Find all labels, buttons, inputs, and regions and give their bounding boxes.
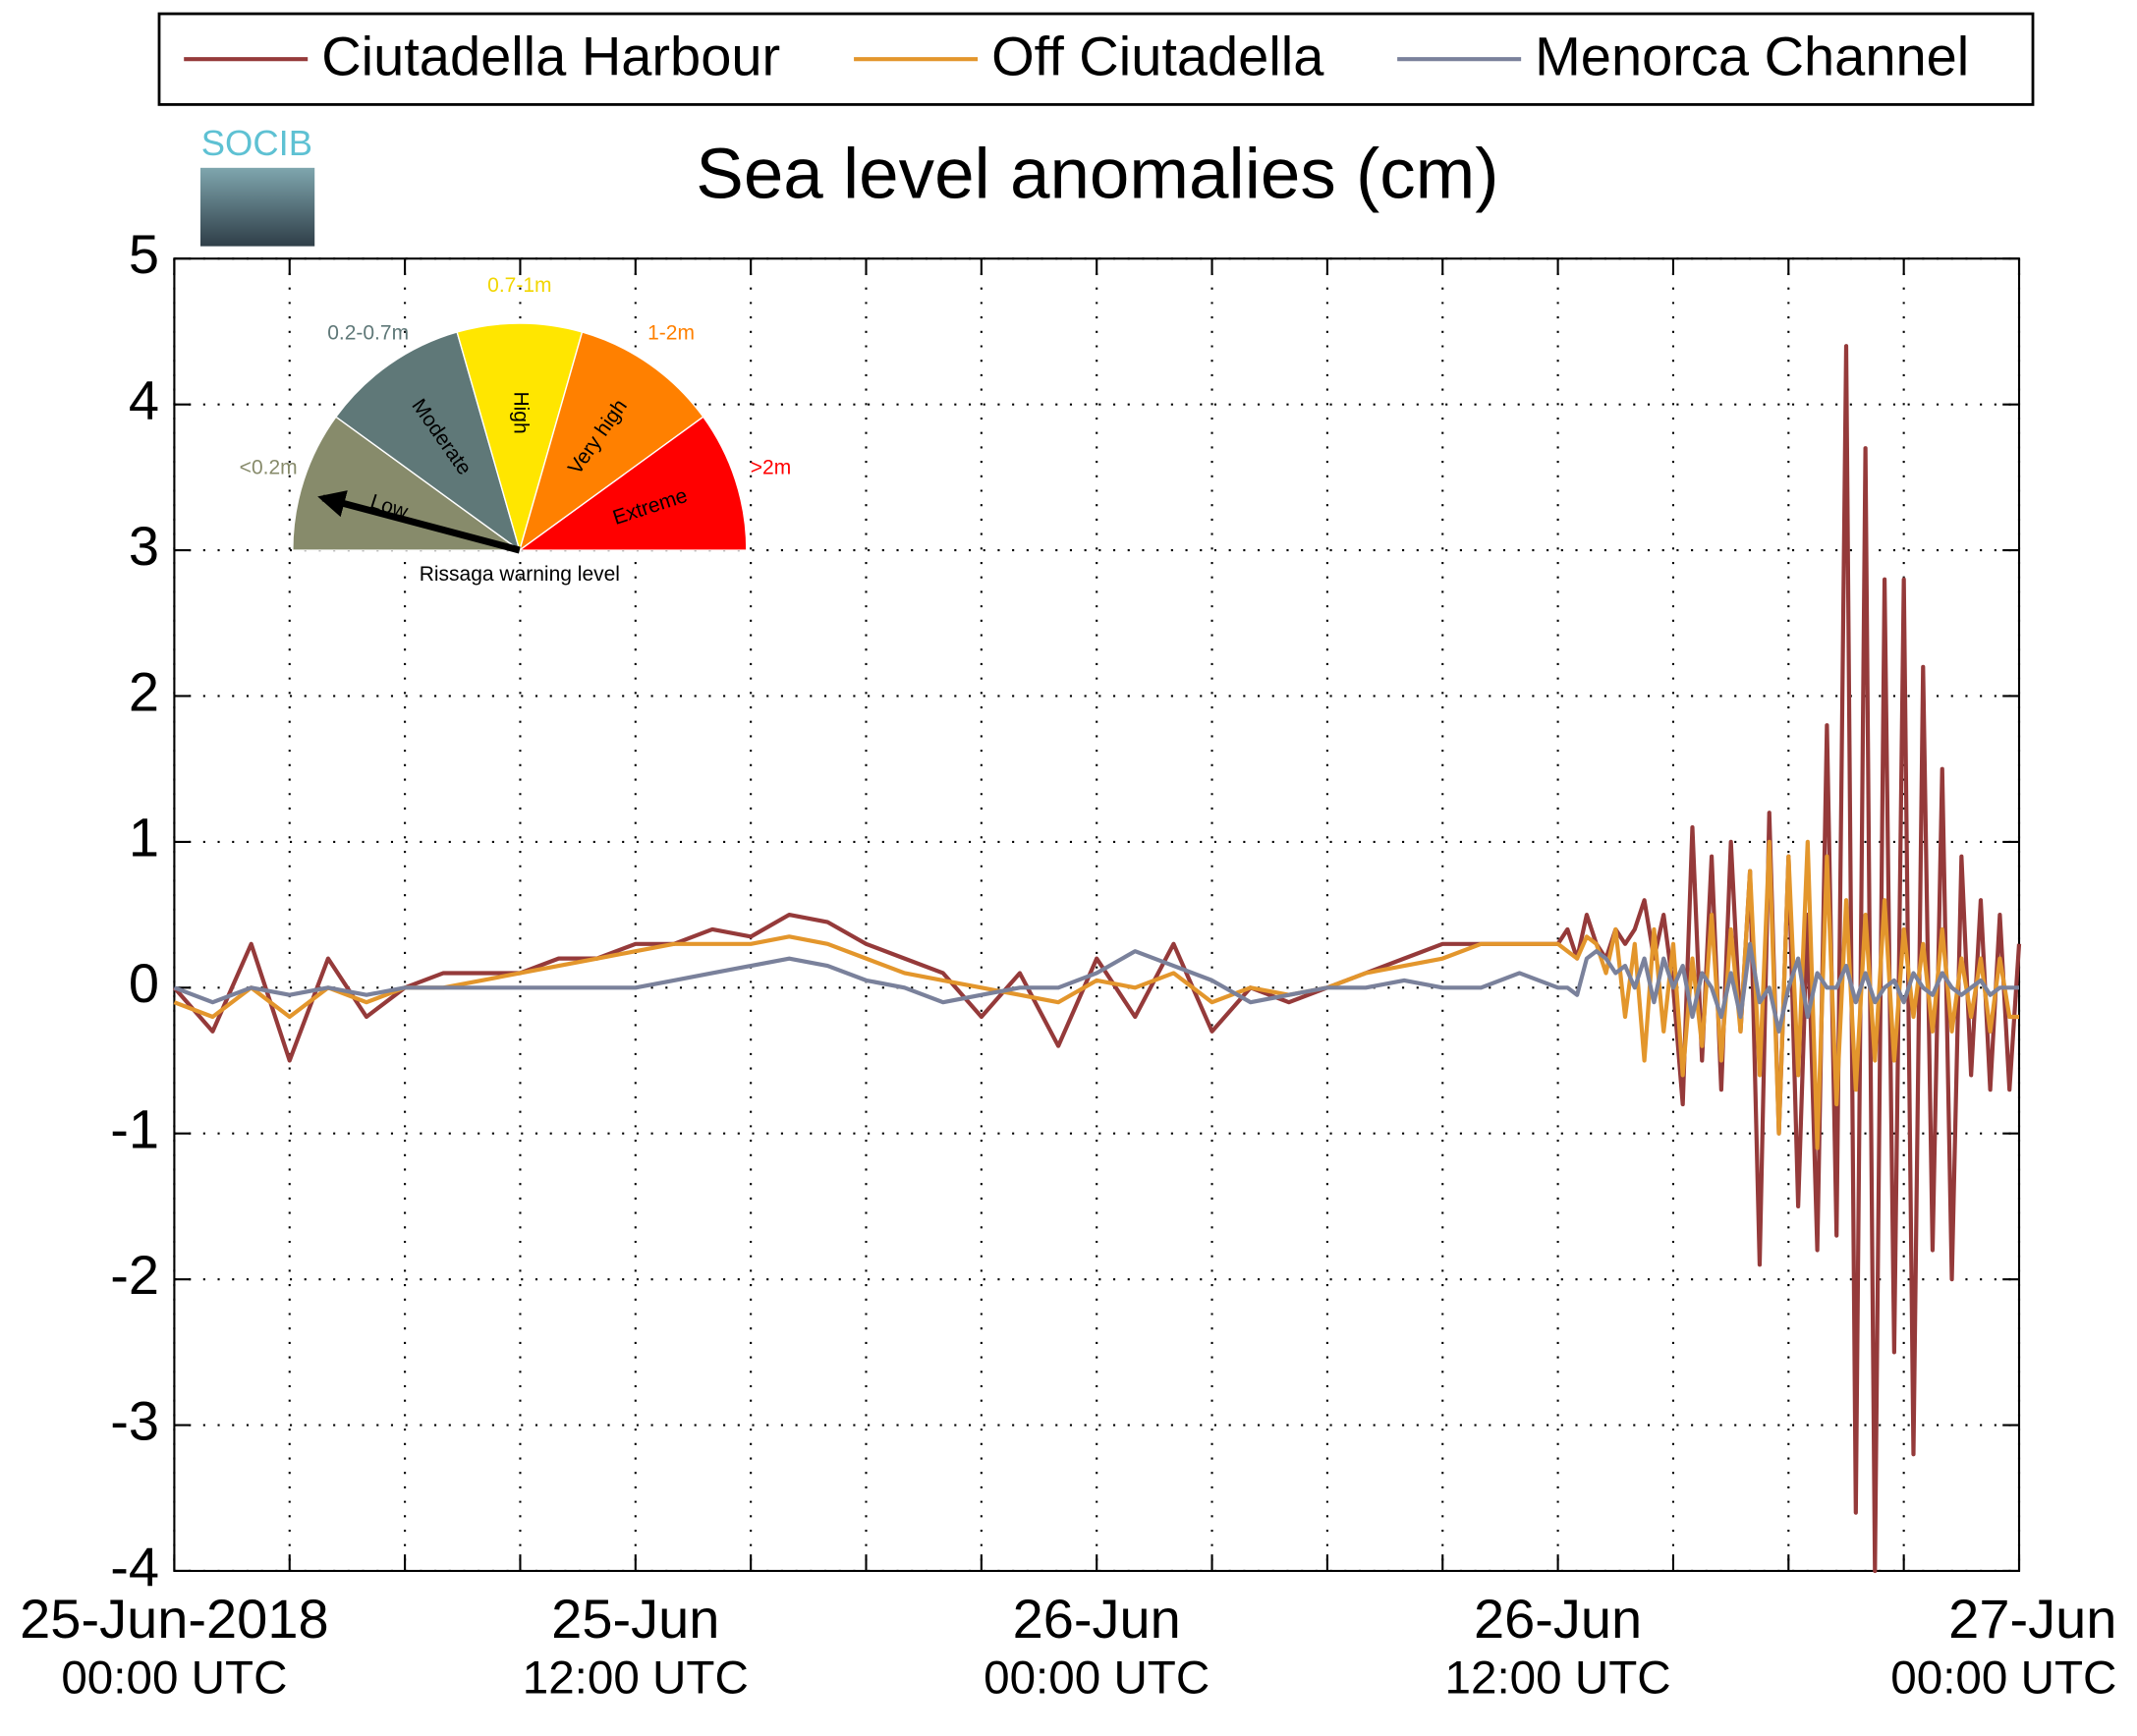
gauge-sector	[518, 331, 704, 552]
chart-title: Sea level anomalies (cm)	[696, 134, 1498, 213]
x-tick-sublabel: 12:00 UTC	[523, 1652, 749, 1705]
legend-label: Off Ciutadella	[991, 25, 1324, 86]
y-tick-label: 1	[129, 807, 159, 868]
y-tick-label: -2	[110, 1244, 159, 1306]
gauge-level-range: 0.7-1m	[487, 274, 551, 297]
x-tick-label: 26-Jun	[1474, 1588, 1642, 1650]
x-tick-sublabel: 00:00 UTC	[61, 1652, 287, 1705]
y-tick-label: 0	[129, 952, 159, 1014]
x-tick-label: 27-Jun	[1948, 1588, 2116, 1650]
x-tick-sublabel: 12:00 UTC	[1445, 1652, 1671, 1705]
legend-box	[157, 12, 2035, 106]
gauge-level-range: 0.2-0.7m	[327, 321, 409, 344]
x-tick-sublabel: 00:00 UTC	[1890, 1652, 2116, 1705]
gauge-level-range: <0.2m	[240, 457, 298, 479]
logo-mark	[200, 167, 315, 247]
legend-label: Ciutadella Harbour	[321, 25, 780, 86]
series-line	[173, 941, 2020, 1034]
gauge-title: Rissaga warning level	[420, 563, 620, 586]
x-tick-label: 26-Jun	[1013, 1588, 1181, 1650]
x-tick-label: 25-Jun	[551, 1588, 719, 1650]
gauge-level-range: 1-2m	[647, 321, 695, 344]
gauge-sector	[334, 331, 522, 552]
gauge-level-name: High	[509, 391, 532, 433]
x-tick-label: 25-Jun-2018	[20, 1588, 328, 1650]
gauge-sector	[456, 322, 584, 553]
y-tick-label: -3	[110, 1389, 159, 1451]
gauge-sector	[292, 416, 522, 551]
y-tick-label: 3	[129, 515, 159, 577]
y-tick-label: 4	[129, 368, 159, 430]
x-tick-sublabel: 00:00 UTC	[984, 1652, 1209, 1705]
gauge-needle	[317, 490, 521, 554]
y-tick-label: 5	[129, 223, 159, 285]
series-line	[173, 839, 2020, 1150]
legend-label: Menorca Channel	[1535, 25, 1969, 86]
gauge-level-range: >2m	[751, 457, 791, 479]
y-tick-label: -1	[110, 1098, 159, 1160]
y-tick-label: 2	[129, 660, 159, 722]
y-tick-label: -4	[110, 1536, 159, 1597]
gauge-sector	[517, 416, 748, 551]
logo: SOCIB	[201, 123, 312, 163]
